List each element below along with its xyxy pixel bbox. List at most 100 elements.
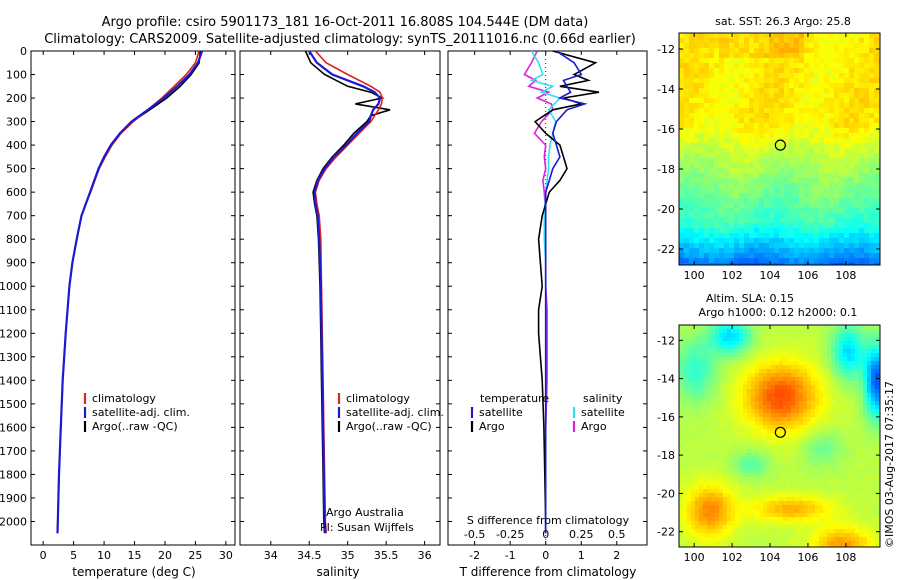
map-cell [739,365,744,370]
map-cell [804,198,810,204]
map-cell [774,128,780,134]
map-cell [749,198,755,204]
map-cell [863,449,868,454]
map-cell [784,263,790,266]
map-cell [784,228,790,234]
map-cell [759,413,764,418]
map-cell [699,521,704,526]
map-cell [795,529,800,534]
map-cell [714,38,720,44]
map-cell [855,485,860,490]
map-cell [744,168,750,174]
map-cell [789,193,795,199]
map-cell [754,243,760,249]
map-cell [843,513,848,518]
map-cell [827,325,832,330]
map-cell [807,457,812,462]
map-cell [707,509,712,514]
map-cell [739,353,744,358]
map-cell [834,118,840,124]
map-cell [749,73,755,79]
map-cell [863,341,868,346]
map-cell [767,485,772,490]
map-cell [864,128,870,134]
map-cell [864,248,870,254]
map-cell [875,465,880,470]
map-cell [815,369,820,374]
map-cell [734,218,740,224]
map-cell [839,521,844,526]
map-cell [849,213,855,219]
map-cell [687,465,692,470]
map-cell [771,541,776,546]
map-cell [711,353,716,358]
map-cell [804,63,810,69]
map-cell [864,198,870,204]
map-cell [869,153,875,159]
map-cell [799,228,805,234]
map-cell [771,513,776,518]
map-cell [679,493,684,498]
map-cell [834,128,840,134]
map-cell [851,481,856,486]
map-cell [727,333,732,338]
map-cell [819,457,824,462]
map-cell [849,238,855,244]
map-cell [751,405,756,410]
map-cell [771,437,776,442]
map-cell [774,163,780,169]
map-cell [809,73,815,79]
map-cell [787,481,792,486]
map-cell [775,461,780,466]
map-cell [679,148,685,154]
map-cell [803,325,808,330]
map-cell [771,349,776,354]
map-cell [844,113,850,119]
map-cell [775,377,780,382]
map-cell [803,481,808,486]
map-cell [679,413,684,418]
map-cell [739,497,744,502]
map-cell [794,103,800,109]
map-cell [719,253,725,259]
map-cell [719,477,724,482]
map-cell [875,485,880,490]
map-cell [863,533,868,538]
map-cell [691,533,696,538]
map-cell [747,345,752,350]
map-cell [743,541,748,546]
map-cell [719,73,725,79]
map-cell [767,361,772,366]
map-cell [809,238,815,244]
map-cell [799,429,804,434]
map-cell [735,377,740,382]
map-cell [807,453,812,458]
map-cell [855,437,860,442]
map-cell [784,243,790,249]
temperature-xlabel: temperature (deg C) [72,565,195,579]
map-cell [729,98,735,104]
map-cell [709,118,715,124]
map-cell [814,183,820,189]
map-cell [867,525,872,530]
map-cell [731,461,736,466]
map-cell [814,193,820,199]
map-cell [715,433,720,438]
map-cell [715,489,720,494]
map-cell [769,93,775,99]
map-cell [764,73,770,79]
map-cell [769,243,775,249]
map-cell [819,469,824,474]
map-cell [799,389,804,394]
map-cell [835,465,840,470]
map-cell [695,489,700,494]
map-cell [869,163,875,169]
map-cell [724,148,730,154]
map-cell [774,188,780,194]
map-cell [774,38,780,44]
map-cell [849,83,855,89]
map-cell [839,168,845,174]
map-cell [683,369,688,374]
map-cell [854,153,860,159]
map-cell [743,481,748,486]
